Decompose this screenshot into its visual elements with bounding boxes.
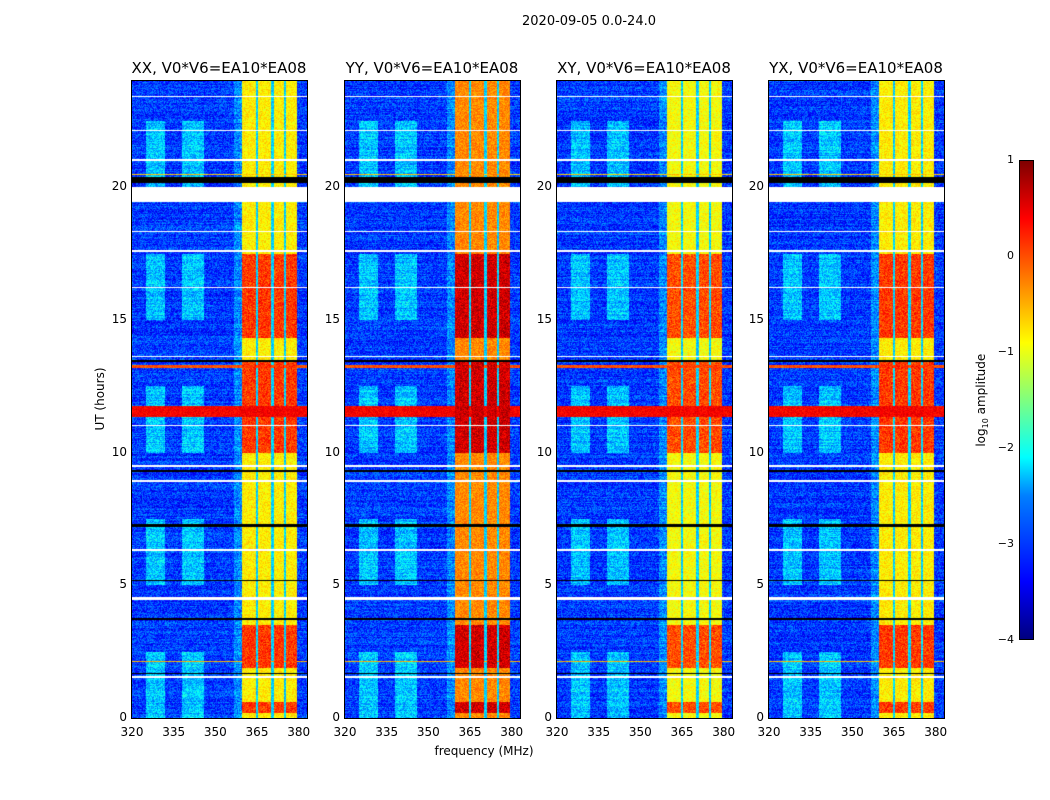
x-tick-label: 365 — [670, 725, 694, 739]
y-tick-label: 0 — [332, 710, 340, 724]
x-tick-label: 380 — [712, 725, 736, 739]
y-tick-label: 5 — [119, 577, 127, 592]
y-tick-label: 15 — [748, 311, 764, 326]
y-tick-label: 0 — [544, 710, 552, 724]
panel-title: YY, V0*V6=EA10*EA08 — [345, 59, 519, 77]
x-tick-label: 350 — [628, 725, 652, 739]
x-tick-label: 320 — [545, 725, 569, 739]
spectrogram-panel — [131, 80, 308, 719]
x-tick-label: 335 — [162, 725, 186, 739]
x-tick-label: 380 — [924, 725, 948, 739]
colorbar-tick-label: −2 — [997, 441, 1014, 454]
x-tick-label: 380 — [287, 725, 311, 739]
y-tick-label: 0 — [756, 710, 764, 724]
y-tick-label: 15 — [111, 311, 127, 326]
x-tick-label: 350 — [203, 725, 227, 739]
y-tick-label: 5 — [756, 577, 764, 592]
spectrogram-image — [769, 81, 944, 718]
colorbar-tick-label: −1 — [997, 345, 1014, 358]
x-tick-label: 350 — [840, 725, 864, 739]
panel-title: XY, V0*V6=EA10*EA08 — [557, 59, 731, 77]
colorbar-tick-label: 1 — [1007, 153, 1014, 166]
spectrogram-panel — [344, 80, 521, 719]
colorbar-tick-label: −4 — [997, 633, 1014, 646]
y-tick-label: 20 — [324, 179, 340, 194]
y-tick-label: 10 — [324, 444, 340, 459]
colorbar — [1019, 160, 1034, 640]
x-tick-label: 350 — [416, 725, 440, 739]
colorbar-label: log10 amplitude — [973, 353, 991, 447]
spectrogram-image — [132, 81, 307, 718]
y-tick-label: 20 — [111, 179, 127, 194]
x-tick-label: 335 — [587, 725, 611, 739]
x-tick-label: 380 — [500, 725, 524, 739]
colorbar-tick-label: 0 — [1007, 249, 1014, 262]
colorbar-tick-label: −3 — [997, 537, 1014, 550]
x-tick-label: 365 — [882, 725, 906, 739]
y-tick-label: 10 — [111, 444, 127, 459]
y-tick-label: 5 — [332, 577, 340, 592]
y-axis-label: UT (hours) — [93, 367, 107, 431]
y-tick-label: 15 — [536, 311, 552, 326]
x-axis-label: frequency (MHz) — [434, 744, 534, 758]
spectrogram-image — [557, 81, 732, 718]
y-tick-label: 10 — [536, 444, 552, 459]
panel-title: YX, V0*V6=EA10*EA08 — [769, 59, 943, 77]
spectrogram-image — [345, 81, 520, 718]
x-tick-label: 320 — [757, 725, 781, 739]
y-tick-label: 0 — [119, 710, 127, 724]
x-tick-label: 335 — [375, 725, 399, 739]
figure-title: 2020-09-05 0.0-24.0 — [522, 14, 656, 29]
y-tick-label: 20 — [748, 179, 764, 194]
x-tick-label: 320 — [120, 725, 144, 739]
y-tick-label: 5 — [544, 577, 552, 592]
spectrogram-panel — [768, 80, 945, 719]
spectrogram-panel — [556, 80, 733, 719]
x-tick-label: 365 — [458, 725, 482, 739]
y-tick-label: 10 — [748, 444, 764, 459]
panel-title: XX, V0*V6=EA10*EA08 — [131, 59, 307, 77]
x-tick-label: 365 — [245, 725, 269, 739]
y-tick-label: 20 — [536, 179, 552, 194]
y-tick-label: 15 — [324, 311, 340, 326]
x-tick-label: 335 — [799, 725, 823, 739]
x-tick-label: 320 — [333, 725, 357, 739]
